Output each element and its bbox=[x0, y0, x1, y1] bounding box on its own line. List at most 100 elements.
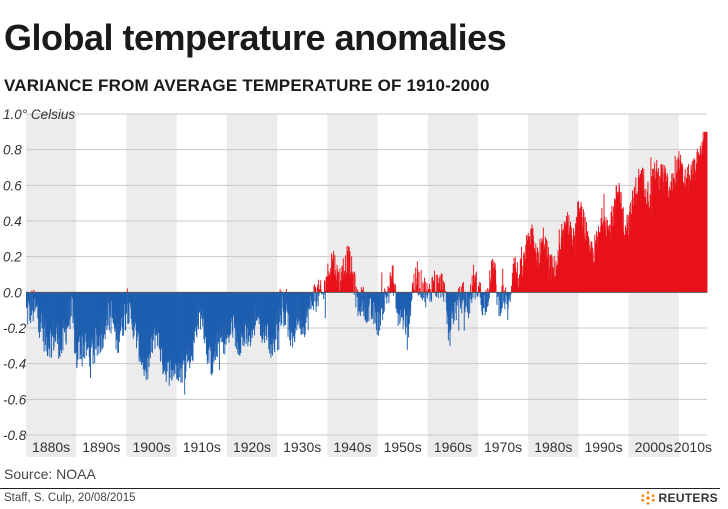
monthly-anomaly-bar bbox=[383, 292, 385, 312]
monthly-anomaly-bar bbox=[424, 281, 426, 293]
monthly-anomaly-bar bbox=[418, 272, 420, 293]
monthly-anomaly-bar bbox=[474, 292, 476, 300]
monthly-anomaly-bar bbox=[521, 246, 523, 293]
monthly-anomaly-bar bbox=[310, 292, 312, 310]
monthly-anomaly-bar bbox=[487, 288, 489, 293]
monthly-anomaly-bar bbox=[313, 292, 315, 311]
monthly-anomaly-bar bbox=[323, 292, 325, 295]
monthly-anomaly-bar bbox=[312, 292, 314, 306]
monthly-anomaly-bar bbox=[281, 292, 283, 324]
monthly-anomaly-bar bbox=[418, 292, 420, 296]
monthly-anomaly-bar bbox=[406, 292, 408, 350]
monthly-anomaly-bar bbox=[415, 277, 417, 293]
x-tick-label: 1950s bbox=[384, 439, 422, 455]
monthly-anomaly-bar bbox=[299, 292, 301, 329]
monthly-anomaly-bar bbox=[436, 292, 438, 294]
monthly-anomaly-bar bbox=[117, 292, 119, 353]
monthly-anomaly-bar bbox=[68, 292, 70, 326]
footer-rule bbox=[0, 488, 720, 489]
monthly-anomaly-bar bbox=[333, 250, 335, 293]
monthly-anomaly-bar bbox=[388, 288, 390, 293]
monthly-anomaly-bar bbox=[285, 288, 287, 293]
monthly-anomaly-bar bbox=[280, 292, 282, 327]
monthly-anomaly-bar bbox=[390, 275, 392, 293]
y-tick-label: 0.4 bbox=[3, 214, 22, 229]
monthly-anomaly-bar bbox=[335, 275, 337, 293]
monthly-anomaly-bar bbox=[459, 286, 461, 293]
monthly-anomaly-bar bbox=[62, 292, 64, 351]
monthly-anomaly-bar bbox=[33, 289, 35, 293]
monthly-anomaly-bar bbox=[464, 292, 466, 313]
monthly-anomaly-bar bbox=[471, 292, 473, 303]
monthly-anomaly-bar bbox=[488, 289, 490, 293]
monthly-anomaly-bar bbox=[368, 292, 370, 322]
monthly-anomaly-bar bbox=[254, 292, 256, 336]
monthly-anomaly-bar bbox=[367, 292, 369, 322]
monthly-anomaly-bar bbox=[397, 292, 399, 327]
monthly-anomaly-bar bbox=[413, 273, 415, 293]
monthly-anomaly-bar bbox=[376, 292, 378, 335]
monthly-anomaly-bar bbox=[444, 284, 446, 293]
monthly-anomaly-bar bbox=[357, 289, 358, 293]
monthly-anomaly-bar bbox=[479, 288, 481, 293]
monthly-anomaly-bar bbox=[503, 290, 505, 293]
monthly-anomaly-bar bbox=[31, 290, 33, 293]
monthly-anomaly-bar bbox=[472, 264, 474, 293]
monthly-anomaly-bar bbox=[103, 292, 104, 339]
monthly-anomaly-bar bbox=[318, 279, 320, 293]
monthly-anomaly-bar bbox=[31, 292, 32, 316]
monthly-anomaly-bar bbox=[384, 288, 386, 293]
monthly-anomaly-bar bbox=[502, 284, 504, 293]
monthly-anomaly-bar bbox=[353, 292, 355, 295]
monthly-anomaly-bar bbox=[34, 292, 36, 312]
decade-band bbox=[126, 114, 177, 457]
monthly-anomaly-bar bbox=[30, 292, 32, 324]
monthly-anomaly-bar bbox=[385, 290, 387, 293]
monthly-anomaly-bar bbox=[27, 292, 29, 325]
monthly-anomaly-bar bbox=[425, 292, 427, 296]
monthly-anomaly-bar bbox=[461, 292, 463, 304]
monthly-anomaly-bar bbox=[442, 289, 443, 293]
y-tick-label: -0.6 bbox=[3, 392, 27, 407]
y-tick-label: 0.6 bbox=[3, 178, 22, 193]
monthly-anomaly-bar bbox=[258, 292, 260, 325]
monthly-anomaly-bar bbox=[377, 292, 379, 336]
monthly-anomaly-bar bbox=[395, 284, 397, 293]
monthly-anomaly-bar bbox=[385, 292, 387, 298]
y-tick-label: 0.2 bbox=[3, 250, 22, 265]
monthly-anomaly-bar bbox=[501, 292, 502, 310]
monthly-anomaly-bar bbox=[458, 292, 460, 301]
monthly-anomaly-bar bbox=[418, 292, 420, 295]
monthly-anomaly-bar bbox=[309, 292, 311, 310]
monthly-anomaly-bar bbox=[218, 292, 220, 370]
monthly-anomaly-bar bbox=[485, 289, 487, 293]
monthly-anomaly-bar bbox=[420, 292, 422, 297]
monthly-anomaly-bar bbox=[460, 292, 462, 306]
monthly-anomaly-bar bbox=[423, 292, 425, 299]
monthly-anomaly-bar bbox=[346, 245, 348, 293]
monthly-anomaly-bar bbox=[100, 292, 102, 351]
reuters-logo: REUTERS bbox=[641, 491, 718, 505]
y-tick-label: 0.8 bbox=[3, 143, 22, 158]
monthly-anomaly-bar bbox=[424, 277, 425, 293]
monthly-anomaly-bar bbox=[280, 291, 282, 293]
monthly-anomaly-bar bbox=[445, 290, 447, 293]
monthly-anomaly-bar bbox=[433, 281, 435, 293]
monthly-anomaly-bar bbox=[424, 292, 426, 303]
reuters-dots-icon bbox=[641, 491, 655, 505]
monthly-anomaly-bar bbox=[492, 258, 494, 293]
monthly-anomaly-bar bbox=[365, 292, 367, 322]
monthly-anomaly-bar bbox=[320, 289, 322, 293]
monthly-anomaly-bar bbox=[324, 281, 326, 293]
monthly-anomaly-bar bbox=[110, 292, 112, 334]
monthly-anomaly-bar bbox=[547, 247, 549, 293]
monthly-anomaly-bar bbox=[469, 292, 471, 314]
x-tick-label: 1970s bbox=[484, 439, 522, 455]
monthly-anomaly-bar bbox=[412, 282, 414, 293]
monthly-anomaly-bar bbox=[328, 274, 330, 293]
monthly-anomaly-bar bbox=[338, 271, 340, 293]
monthly-anomaly-bar bbox=[508, 292, 510, 300]
monthly-anomaly-bar bbox=[278, 292, 280, 350]
monthly-anomaly-bar bbox=[472, 285, 474, 293]
x-tick-label: 1960s bbox=[434, 439, 472, 455]
